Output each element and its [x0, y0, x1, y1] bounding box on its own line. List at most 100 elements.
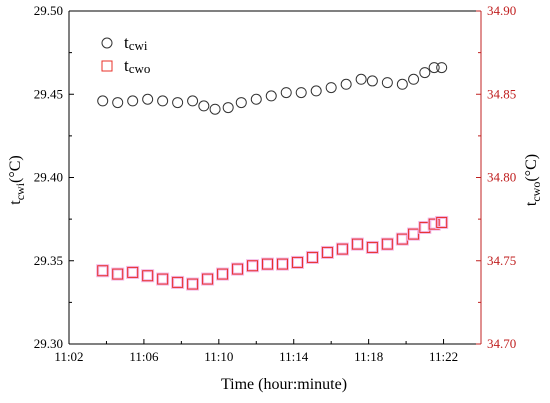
data-point-cwo: [127, 266, 139, 278]
data-point-cwo: [291, 256, 303, 268]
data-point-halo-cwo: [111, 267, 125, 281]
axes: 11:02 11:06 11:10 11:14 11:18 11:22 29.30 29.35…: [34, 3, 517, 364]
data-point-cwi: [172, 97, 184, 109]
data-point-halo-cwo: [365, 240, 379, 254]
x-tick-label: 11:02: [54, 349, 83, 364]
data-point-cwi: [142, 93, 154, 105]
data-point-cwi: [295, 87, 307, 99]
x-tick-label: 11:14: [279, 349, 309, 364]
y-left-title-sub: cwi: [13, 182, 27, 200]
data-point-cwo: [232, 263, 244, 275]
data-point-cwo: [217, 268, 229, 280]
data-point-cwi: [280, 87, 292, 99]
data-marks: [96, 62, 449, 291]
data-point-cwi: [97, 95, 109, 107]
y-left-tick-label: 29.30: [34, 336, 63, 351]
data-point-cwo: [142, 270, 154, 282]
y-right-tick-label: 34.90: [487, 3, 516, 18]
data-point-cwi: [428, 62, 440, 74]
y-right-title-main: t: [523, 201, 540, 206]
data-point-cwo: [97, 265, 109, 277]
data-point-cwi: [396, 78, 408, 90]
data-point-halo-cwo: [201, 272, 215, 286]
data-point-cwo: [202, 273, 214, 285]
data-point-cwi: [340, 78, 352, 90]
y-right-title-sub: cwo: [529, 182, 543, 202]
y-left-title-unit: (°C): [7, 155, 24, 183]
y-right-tick-label: 34.75: [487, 253, 516, 268]
series-cwi: [97, 62, 448, 115]
data-point-halo-cwo: [380, 237, 394, 251]
y-axis-right-title: tcwo(°C): [523, 154, 543, 206]
data-point-halo-cwo: [186, 277, 200, 291]
y-right-tick-label: 34.80: [487, 170, 516, 185]
data-point-cwi: [408, 73, 420, 85]
data-point-cwi: [187, 95, 199, 107]
x-tick-label: 11:10: [204, 349, 233, 364]
data-point-cwo: [157, 273, 169, 285]
data-point-cwo: [408, 228, 420, 240]
data-point-cwi: [112, 97, 124, 109]
data-point-cwi: [419, 67, 431, 79]
data-point-halo-cwo: [216, 267, 230, 281]
data-point-cwi: [355, 73, 367, 85]
legend-cwi-main: t: [124, 33, 129, 52]
legend-marker-cwi: [101, 37, 113, 49]
data-point-halo-cwo: [246, 259, 260, 273]
data-point-halo-cwo: [96, 264, 110, 278]
x-axis-title: Time (hour:minute): [221, 376, 347, 393]
data-point-halo-cwo: [305, 250, 319, 264]
data-point-halo-cwo: [261, 257, 275, 271]
data-point-cwo: [436, 216, 448, 228]
data-point-cwo: [428, 218, 440, 230]
data-point-cwi: [250, 93, 262, 105]
legend: tcwi tcwo: [101, 33, 151, 76]
data-point-cwo: [381, 238, 393, 250]
data-point-halo-cwo: [435, 215, 449, 229]
data-point-cwo: [112, 268, 124, 280]
y-left-tick-label: 29.50: [34, 3, 63, 18]
data-point-cwi: [366, 75, 378, 87]
data-point-cwo: [187, 278, 199, 290]
x-tick-label: 11:22: [429, 349, 458, 364]
data-point-halo-cwo: [126, 265, 140, 279]
data-point-cwo: [276, 258, 288, 270]
y-right-tick-label: 34.85: [487, 86, 516, 101]
data-point-cwi: [157, 95, 169, 107]
data-point-halo-cwo: [407, 227, 421, 241]
data-point-halo-cwo: [171, 275, 185, 289]
data-point-cwo: [247, 260, 259, 272]
data-point-cwi: [310, 85, 322, 97]
data-point-halo-cwo: [335, 242, 349, 256]
data-point-cwo: [172, 276, 184, 288]
data-point-cwi: [235, 97, 247, 109]
data-point-cwo: [336, 243, 348, 255]
data-point-halo-cwo: [290, 255, 304, 269]
data-point-cwi: [381, 77, 393, 89]
y-left-tick-label: 29.45: [34, 86, 63, 101]
data-point-cwi: [436, 62, 448, 74]
data-point-halo-cwo: [350, 237, 364, 251]
y-left-tick-label: 29.40: [34, 170, 63, 185]
legend-cwi-sub: cwi: [129, 38, 148, 53]
y-right-tick-label: 34.70: [487, 336, 516, 351]
data-point-cwi: [325, 82, 337, 94]
data-point-cwi: [127, 95, 139, 107]
data-point-cwo: [351, 238, 363, 250]
series-cwo: [96, 215, 449, 291]
data-point-halo-cwo: [275, 257, 289, 271]
data-point-cwi: [209, 103, 221, 115]
data-point-halo-cwo: [320, 245, 334, 259]
legend-marker-cwo: [101, 60, 113, 72]
x-tick-label: 11:18: [354, 349, 383, 364]
legend-cwo-sub: cwo: [129, 61, 151, 76]
data-point-cwi: [222, 102, 234, 114]
data-point-halo-cwo: [231, 262, 245, 276]
data-point-cwi: [265, 90, 277, 102]
data-point-cwi: [198, 100, 210, 112]
data-point-cwo: [262, 258, 274, 270]
data-point-halo-cwo: [156, 272, 170, 286]
legend-label-cwi: tcwi: [124, 33, 148, 53]
y-axis-left-title: tcwi(°C): [7, 155, 27, 205]
